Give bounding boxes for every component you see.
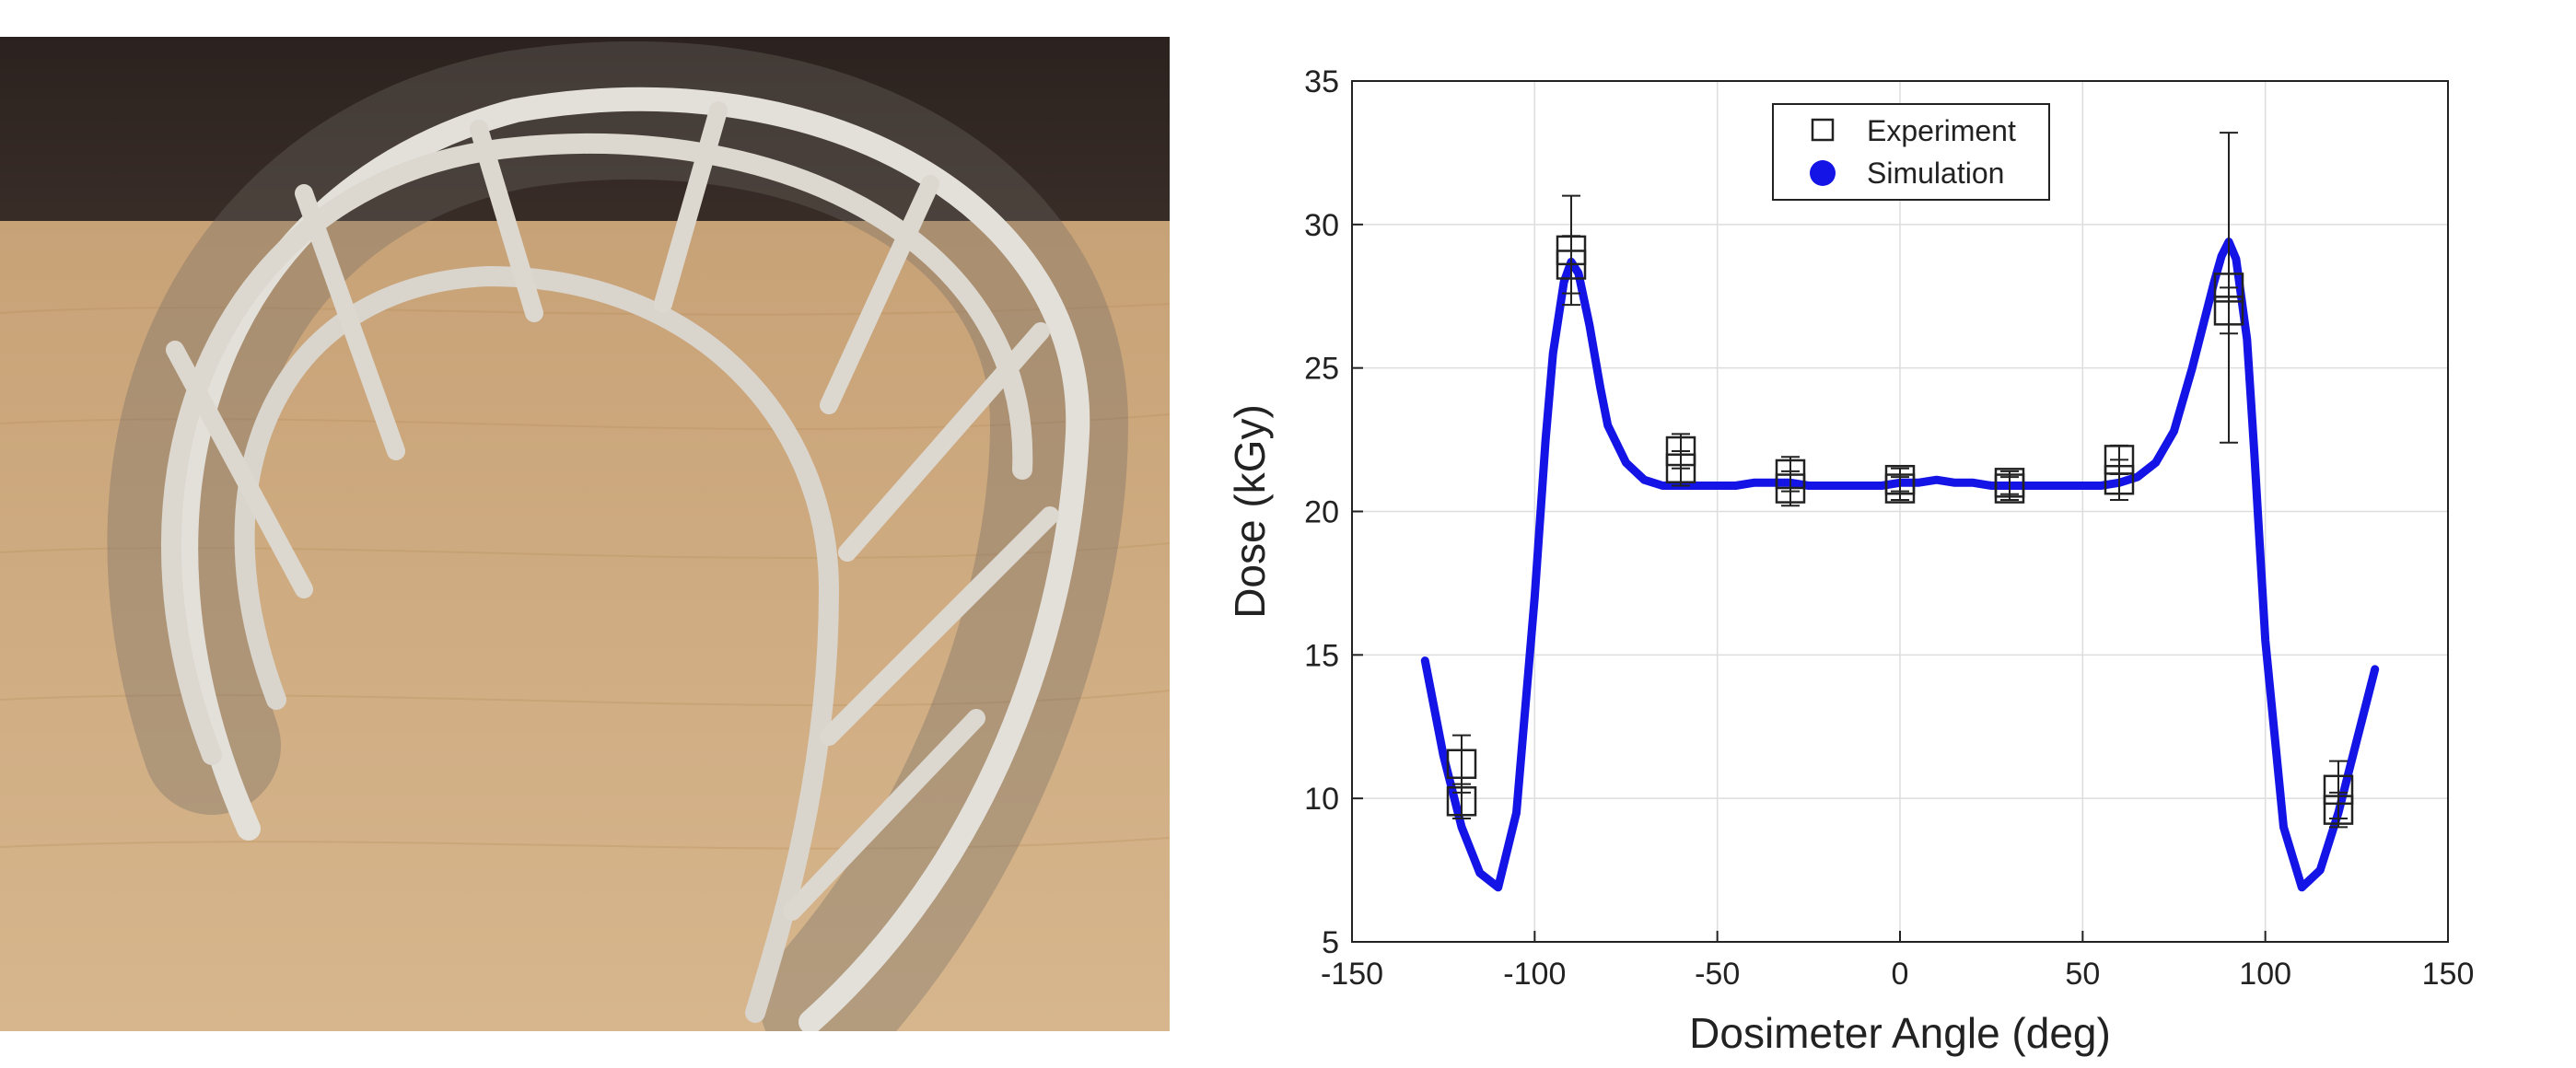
x-tick-label: -150	[1321, 957, 1383, 992]
y-tick-label: 20	[1304, 495, 1339, 530]
y-tick-label: 15	[1304, 638, 1339, 673]
experiment-point	[1775, 473, 1806, 504]
y-tick-label: 30	[1304, 208, 1339, 243]
experiment-point	[2323, 795, 2354, 825]
x-tick-label: 100	[2239, 957, 2291, 992]
experiment-point	[2213, 296, 2244, 326]
x-tick-label: 0	[1892, 957, 1909, 992]
x-tick-label: -50	[1695, 957, 1740, 992]
axis-ticks: -150 -100 -50 0 50 100 150 5 10 15 20 25 30 35	[1304, 64, 2474, 992]
dose-chart: -150 -100 -50 0 50 100 150 5 10 15 20 25 30 35 Dosime…	[1226, 64, 2474, 1057]
y-tick-label: 5	[1322, 925, 1339, 960]
dose-chart-panel: -150 -100 -50 0 50 100 150 5 10 15 20 25 30 35 Dosime…	[1197, 0, 2576, 1063]
photo-illustration	[0, 37, 1170, 1031]
y-tick-label: 25	[1304, 352, 1339, 387]
dosimeter-frame-photo	[0, 37, 1170, 1031]
experiment-series	[1446, 132, 2354, 829]
experiment-point	[1446, 786, 1477, 817]
experiment-point	[1884, 473, 1916, 504]
experiment-point	[2104, 464, 2135, 495]
grid-lines	[1352, 81, 2448, 942]
legend-experiment-label: Experiment	[1867, 114, 2016, 147]
x-tick-label: 150	[2422, 957, 2475, 992]
legend-simulation-marker	[1810, 160, 1836, 186]
experiment-point	[1556, 250, 1587, 280]
chart-legend: Experiment Simulation	[1772, 103, 2050, 201]
x-axis-label: Dosimeter Angle (deg)	[1689, 1009, 2111, 1057]
y-tick-label: 35	[1304, 64, 1339, 99]
legend-experiment-marker	[1811, 118, 1835, 142]
y-tick-label: 10	[1304, 782, 1339, 817]
experiment-point	[1665, 453, 1696, 483]
x-tick-label: 50	[2065, 957, 2100, 992]
film-frame	[107, 41, 1129, 1031]
experiment-point	[1994, 473, 2025, 504]
x-tick-label: -100	[1503, 957, 1566, 992]
legend-simulation-label: Simulation	[1867, 157, 2004, 190]
y-axis-label: Dose (kGy)	[1226, 404, 1274, 619]
experiment-point	[1446, 749, 1477, 780]
